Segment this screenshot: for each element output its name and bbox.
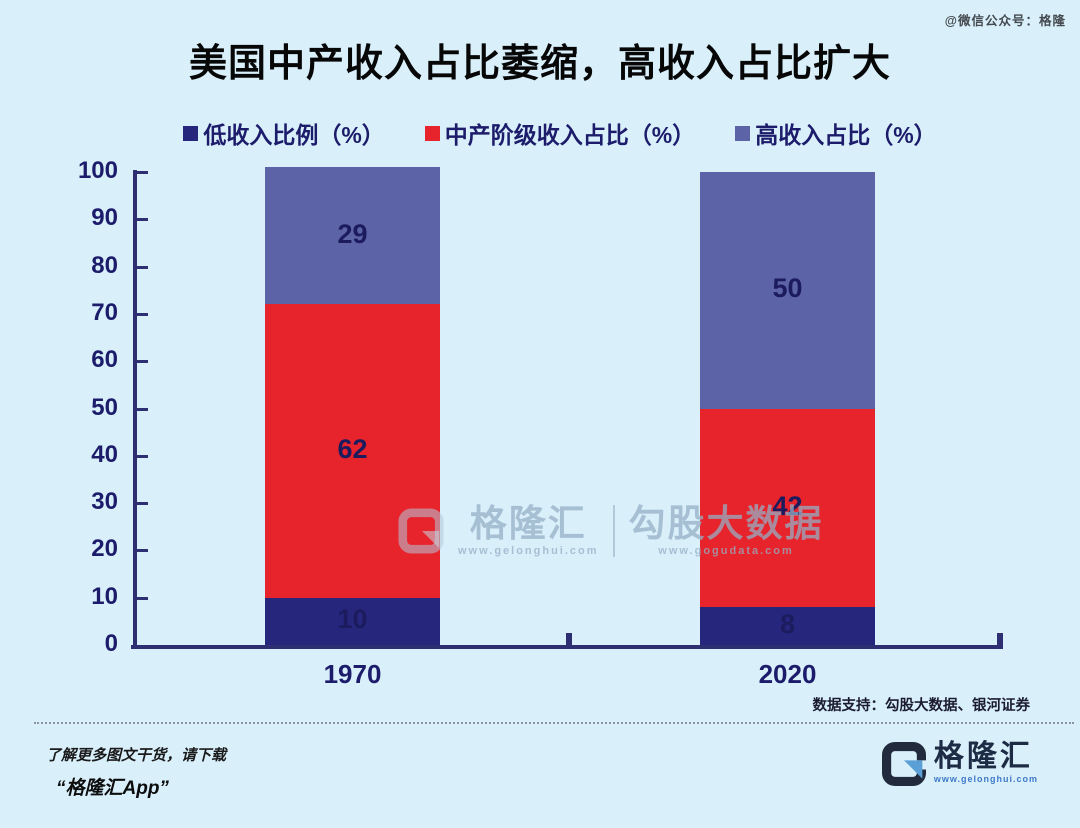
y-axis-tick — [137, 360, 148, 364]
footer-brand: 格隆汇 www.gelonghui.com — [881, 740, 1038, 786]
legend-swatch-icon — [424, 125, 440, 141]
y-tick-label: 100 — [77, 157, 118, 184]
x-category-label: 1970 — [323, 659, 382, 689]
y-tick-label: 10 — [91, 582, 118, 610]
footer-brand-name: 格隆汇 — [933, 740, 1033, 773]
footer-promo-line1: 了解更多图文干货，请下载 — [46, 747, 227, 764]
wechat-watermark: @微信公众号：格隆 — [944, 14, 1066, 28]
y-axis-tick — [137, 454, 148, 458]
bar-value-label: 29 — [337, 218, 368, 249]
legend-swatch-icon — [735, 125, 751, 141]
bar-value-label: 62 — [337, 434, 368, 465]
y-axis-tick — [137, 312, 148, 316]
y-tick-label: 90 — [91, 204, 118, 232]
gelonghui-logo-icon — [881, 742, 926, 786]
bar-segment-1970-2 — [265, 167, 440, 305]
footer-promo: 了解更多图文干货，请下载 “格隆汇App” — [46, 744, 226, 800]
legend-item-0: 低收入比例（%） — [183, 116, 385, 150]
chart-legend: 低收入比例（%） 中产阶级收入占比（%） 高收入占比（%） — [60, 116, 1060, 150]
legend-label: 低收入比例（%） — [203, 122, 385, 148]
legend-label: 中产阶级收入占比（%） — [444, 122, 696, 148]
legend-label: 高收入占比（%） — [755, 122, 937, 148]
bar-value-label: 10 — [337, 604, 368, 635]
x-category-label: 2020 — [758, 659, 817, 689]
y-axis — [133, 170, 137, 649]
bar-segment-1970-0 — [265, 597, 440, 645]
y-tick-label: 50 — [91, 393, 118, 421]
footer-brand-url: www.gelonghui.com — [933, 774, 1038, 784]
y-axis-tick — [137, 502, 148, 506]
y-tick-label: 80 — [91, 251, 118, 279]
y-tick-label: 70 — [91, 298, 118, 326]
y-tick-label: 20 — [91, 535, 118, 563]
x-axis-tick — [566, 633, 572, 645]
footer-divider — [34, 722, 1074, 724]
legend-item-2: 高收入占比（%） — [735, 116, 937, 150]
bar-segment-2020-0 — [700, 607, 875, 645]
y-axis-tick — [137, 549, 148, 553]
y-axis-tick — [137, 596, 148, 600]
x-axis — [131, 645, 1003, 649]
y-tick-label: 40 — [91, 440, 118, 468]
chart-title: 美国中产收入占比萎缩，高收入占比扩大 — [188, 43, 891, 85]
bar-value-label: 42 — [772, 490, 803, 521]
x-axis-end-tick — [997, 633, 1003, 645]
data-source-note: 数据支持：勾股大数据、银河证券 — [812, 698, 1031, 714]
y-axis-tick — [137, 171, 148, 174]
legend-swatch-icon — [183, 125, 199, 141]
y-axis-tick — [137, 265, 148, 269]
y-tick-label: 0 — [104, 630, 118, 657]
bar-value-label: 8 — [779, 609, 796, 640]
y-axis-tick — [137, 407, 148, 411]
footer-promo-line2: “格隆汇App” — [56, 778, 169, 799]
y-axis-tick — [137, 218, 148, 222]
y-tick-label: 60 — [91, 346, 118, 374]
legend-item-1: 中产阶级收入占比（%） — [424, 116, 696, 150]
bar-segment-2020-1 — [700, 408, 875, 608]
y-tick-label: 30 — [91, 488, 118, 516]
bar-value-label: 50 — [772, 273, 803, 304]
bar-segment-2020-2 — [700, 172, 875, 409]
